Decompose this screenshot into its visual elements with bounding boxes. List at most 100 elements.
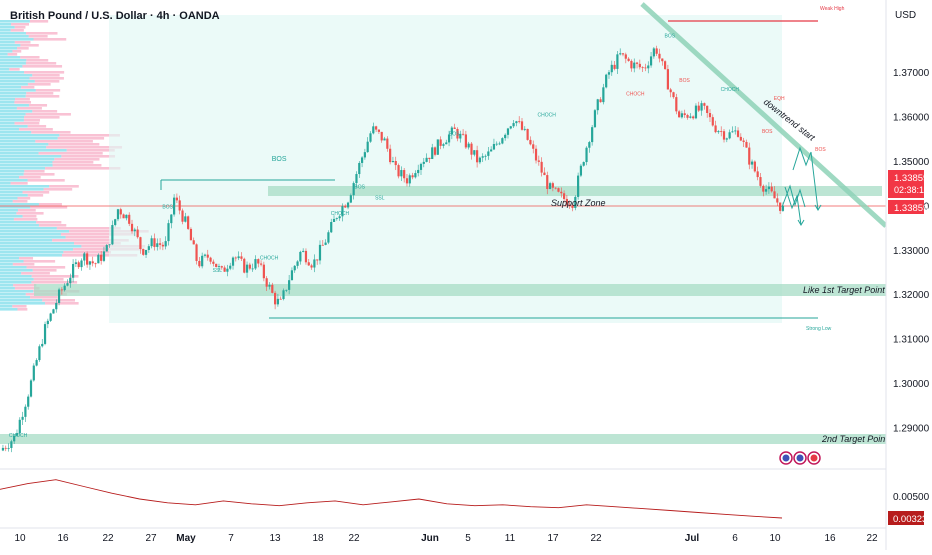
volume-bar — [28, 35, 48, 38]
volume-bar — [0, 155, 62, 158]
time-tick-label: 6 — [732, 533, 738, 544]
candle — [394, 160, 397, 166]
candle — [46, 320, 49, 325]
volume-bar — [0, 245, 82, 248]
volume-bar — [61, 254, 138, 257]
candle — [546, 175, 549, 189]
volume-bar — [14, 122, 40, 125]
candle — [130, 223, 134, 232]
candle — [703, 103, 706, 106]
candle — [254, 259, 257, 269]
candle — [144, 249, 148, 255]
projection-zigzag-2 — [784, 186, 802, 226]
volume-bar — [0, 140, 36, 143]
volume-bar — [0, 176, 19, 179]
time-tick-label: 7 — [228, 533, 234, 544]
candle — [714, 125, 717, 133]
candle — [341, 206, 344, 217]
candle — [509, 126, 512, 129]
volume-bar — [33, 278, 64, 281]
volume-bar — [16, 107, 42, 110]
volume-bar — [0, 191, 23, 194]
volume-bar — [22, 191, 50, 194]
volume-bar — [28, 104, 48, 107]
volume-bar — [0, 80, 35, 83]
volume-bar — [0, 143, 49, 146]
volume-bar — [17, 308, 28, 311]
volume-bar — [38, 203, 62, 206]
volume-bar — [0, 221, 37, 224]
volume-bar — [38, 152, 103, 155]
volume-bar — [32, 269, 57, 272]
structure-label: CHOCH — [9, 433, 28, 439]
structure-label: BOS — [679, 78, 690, 84]
volume-bar — [18, 176, 41, 179]
candle — [515, 121, 518, 124]
candle — [372, 126, 375, 134]
candle — [686, 115, 689, 118]
time-axis[interactable]: 10 16 22 27 May 7 13 18 22 Jun 5 11 17 22 Jul 6 10 16 22 — [14, 533, 878, 544]
time-tick-label: 27 — [145, 533, 157, 544]
candle — [767, 186, 771, 190]
candle — [607, 72, 611, 75]
candle — [167, 223, 170, 242]
volume-bar — [0, 251, 64, 254]
candle — [470, 143, 473, 155]
price-axis[interactable] — [886, 0, 932, 550]
volume-bar — [45, 302, 79, 305]
volume-bar — [0, 128, 20, 131]
candle — [293, 265, 296, 271]
volume-bar — [52, 161, 94, 164]
candle — [613, 64, 616, 69]
event-icons[interactable] — [779, 451, 821, 465]
volume-bar — [0, 161, 53, 164]
volume-bar — [23, 173, 55, 176]
volume-bar — [7, 53, 18, 56]
volume-bar — [30, 206, 68, 209]
candle — [55, 302, 58, 310]
candle — [226, 268, 229, 272]
volume-bar — [0, 23, 12, 26]
volume-bar — [0, 89, 36, 92]
time-tick-label: 18 — [312, 533, 324, 544]
volume-bar — [12, 200, 28, 203]
candle — [711, 117, 714, 126]
candle — [240, 256, 243, 259]
volume-bar — [0, 296, 31, 299]
structure-label: CHOCH — [626, 91, 645, 97]
candle — [610, 64, 613, 73]
volume-bar — [0, 224, 39, 227]
volume-bar — [0, 56, 21, 59]
volume-bar — [0, 41, 15, 44]
support-zone-label: Support Zone — [551, 198, 606, 208]
candle — [722, 131, 726, 140]
volume-bar — [57, 137, 105, 140]
osc-tick: 0.00500 — [893, 492, 930, 503]
annotations: BOS BOS BOS BOS BOS BOS BOS BOS CHOCH CHOCH CHOCH C… — [9, 34, 826, 439]
candle — [641, 67, 644, 69]
candle — [675, 97, 678, 112]
candle — [781, 205, 785, 211]
candle — [380, 131, 383, 141]
volume-bar — [54, 158, 100, 161]
candle — [153, 238, 156, 247]
candle — [661, 58, 664, 62]
candle — [229, 265, 232, 269]
volume-bar — [0, 26, 15, 29]
volume-bar — [14, 287, 40, 290]
structure-label: BOS — [665, 34, 676, 40]
volume-bar — [29, 77, 64, 80]
volume-bar — [21, 86, 35, 89]
candle — [461, 133, 465, 135]
candle — [231, 257, 235, 266]
volume-bar — [66, 149, 115, 152]
candle — [739, 136, 742, 141]
volume-bar — [0, 47, 18, 50]
candle — [585, 147, 588, 163]
osc-value: 0.00323 — [893, 514, 927, 525]
volume-bar — [65, 236, 110, 239]
candle — [21, 416, 24, 420]
candle — [602, 87, 605, 103]
candle — [15, 433, 19, 436]
